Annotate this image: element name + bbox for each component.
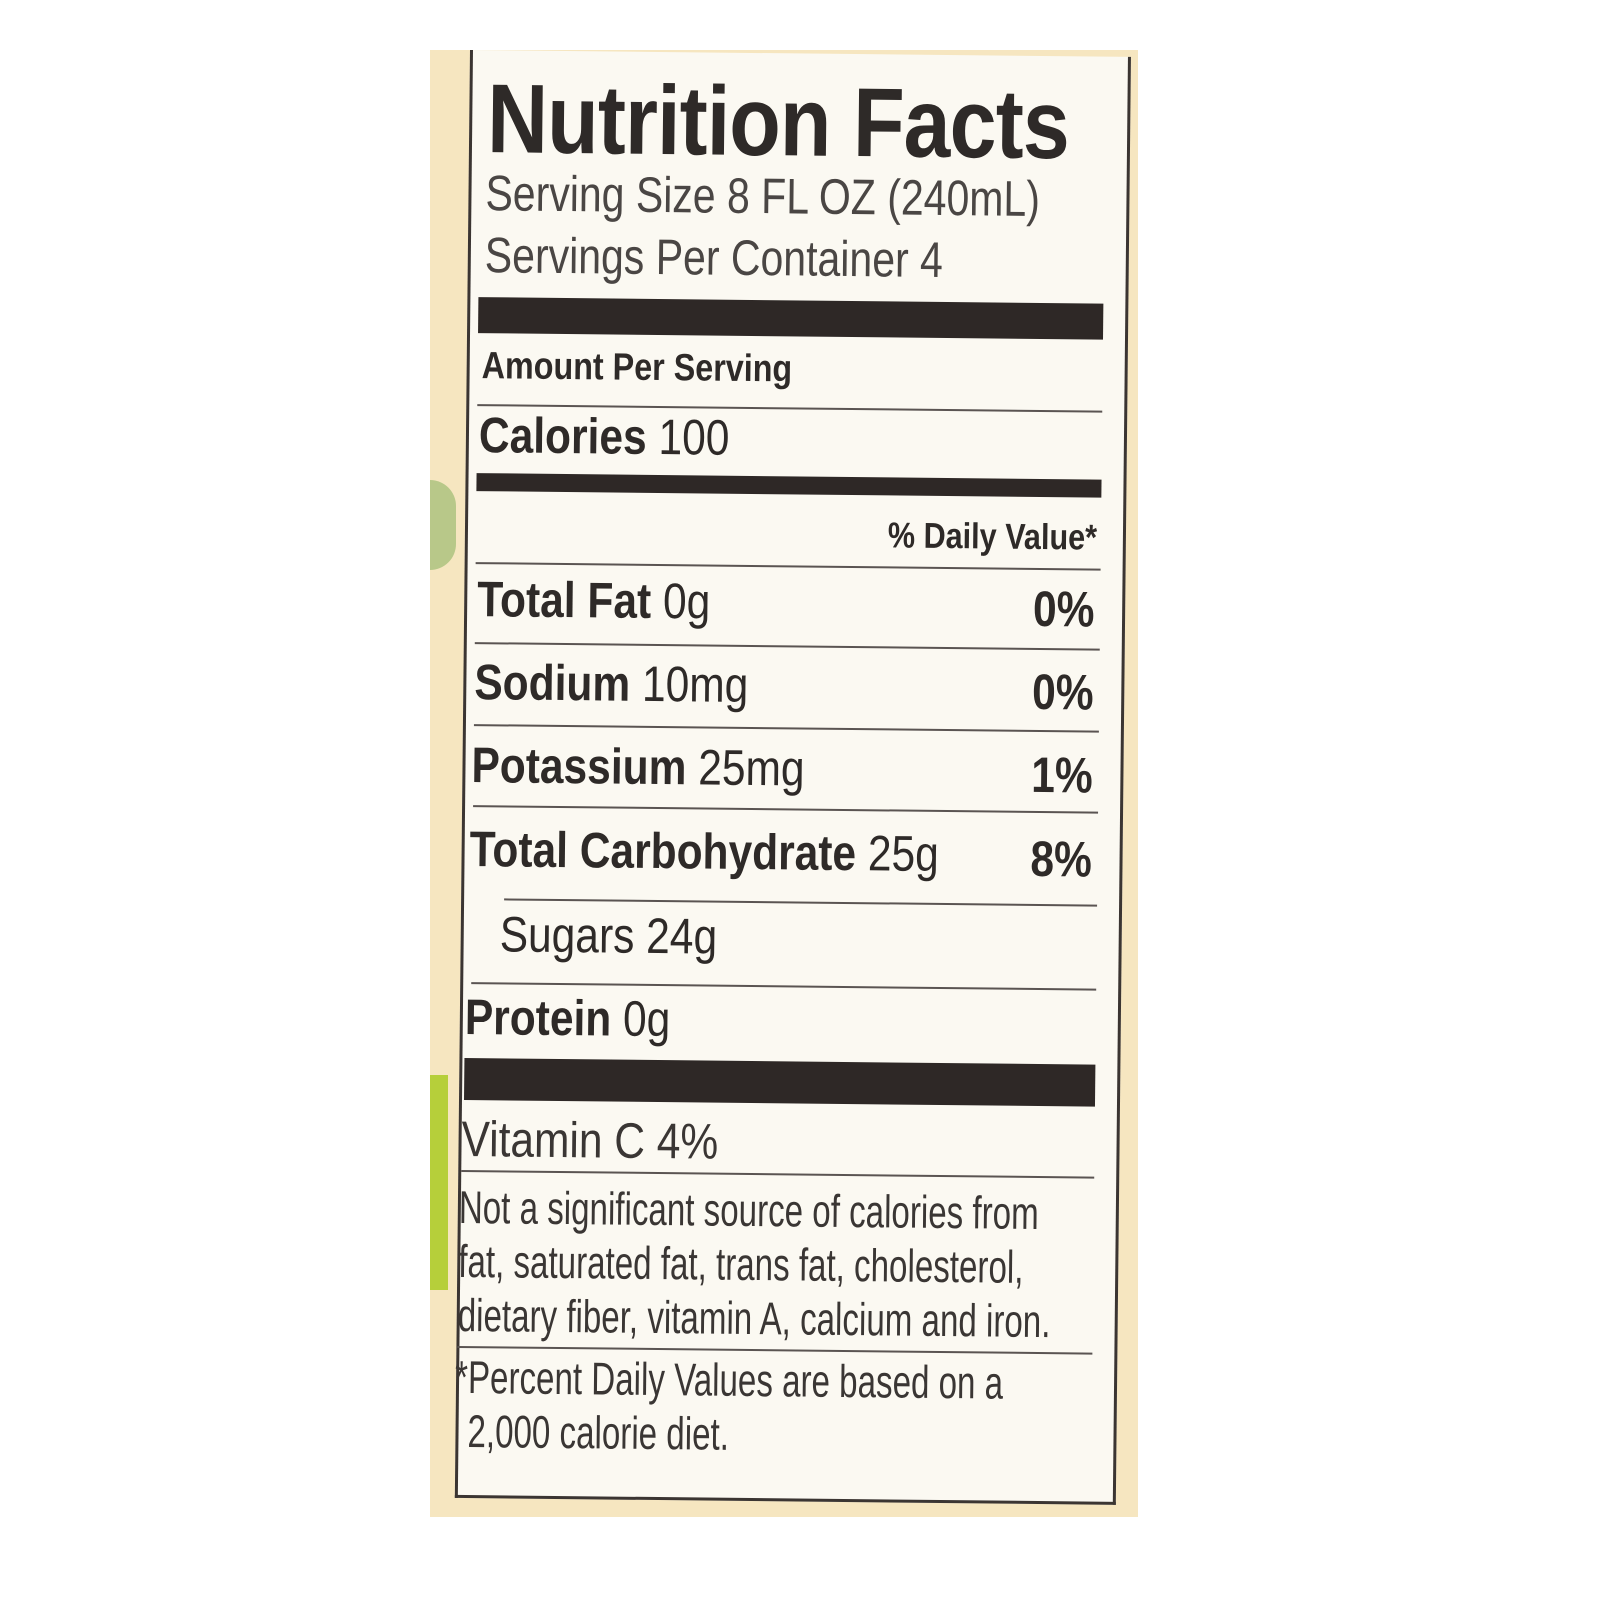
nutrient-name: Potassium (471, 737, 687, 796)
nutrient-dv: 8% (1029, 830, 1092, 888)
thick-divider (464, 1057, 1096, 1107)
nutrient-dv: 0% (1031, 663, 1094, 721)
nutrient-amount: 24g (645, 907, 718, 965)
nutrient-amount: 25mg (697, 739, 805, 797)
nutrient-row-total-fat: Total Fat 0g (477, 570, 711, 630)
vitamin-c: Vitamin C 4% (461, 1110, 719, 1170)
daily-value-header: % Daily Value* (887, 514, 1098, 558)
medium-divider (476, 473, 1102, 498)
serving-size: Serving Size 8 FL OZ (240mL) (485, 165, 1041, 227)
percent-note-line: 2,000 calorie diet. (467, 1405, 730, 1460)
nutrient-name: Protein (464, 989, 612, 1047)
nutrient-row-sugars: Sugars 24g (499, 905, 717, 965)
divider (475, 562, 1101, 571)
percent-note-line: *Percent Daily Values are based on a (454, 1350, 1004, 1409)
nutrient-amount: 0g (662, 573, 711, 630)
footnote: Not a significant source of calories fro… (457, 1180, 1051, 1348)
leaf-graphic (430, 480, 456, 570)
nutrient-amount: 10mg (641, 655, 749, 713)
divider (461, 1169, 1095, 1179)
servings-per-container: Servings Per Container 4 (484, 227, 944, 288)
percent-note: *Percent Daily Values are based on a 2,0… (454, 1350, 1004, 1464)
nutrient-name: Sugars (499, 906, 635, 964)
divider (474, 642, 1100, 651)
amount-per-serving: Amount Per Serving (481, 345, 793, 391)
footnote-line: Not a significant source of calories fro… (458, 1180, 1039, 1240)
nutrient-row-sodium: Sodium 10mg (474, 653, 749, 714)
nutrient-name: Total Carbohydrate (469, 821, 857, 882)
nutrient-row-protein: Protein 0g (465, 988, 671, 1048)
divider (473, 805, 1099, 814)
label-title: Nutrition Facts (486, 63, 1070, 180)
nutrition-facts-label: Nutrition Facts Serving Size 8 FL OZ (24… (455, 50, 1131, 1505)
nutrient-name: Total Fat (476, 571, 652, 629)
nutrient-dv: 1% (1030, 746, 1093, 804)
thick-divider (478, 297, 1104, 340)
green-stripe-graphic (430, 1075, 448, 1290)
footnote-line: dietary fiber, vitamin A, calcium and ir… (457, 1288, 1051, 1348)
nutrient-name: Sodium (474, 654, 631, 712)
calories-value: 100 (658, 408, 730, 466)
calories-label: Calories (478, 407, 647, 465)
nutrient-dv: 0% (1032, 580, 1095, 638)
nutrient-row-total-carbohydrate: Total Carbohydrate 25g (469, 820, 939, 883)
divider (473, 724, 1099, 733)
nutrient-amount: 0g (622, 990, 671, 1048)
footnote-line: fat, saturated fat, trans fat, cholester… (458, 1234, 1024, 1293)
nutrient-row-potassium: Potassium 25mg (471, 736, 805, 797)
calories-row: Calories 100 (479, 406, 730, 467)
nutrient-amount: 25g (867, 825, 940, 882)
